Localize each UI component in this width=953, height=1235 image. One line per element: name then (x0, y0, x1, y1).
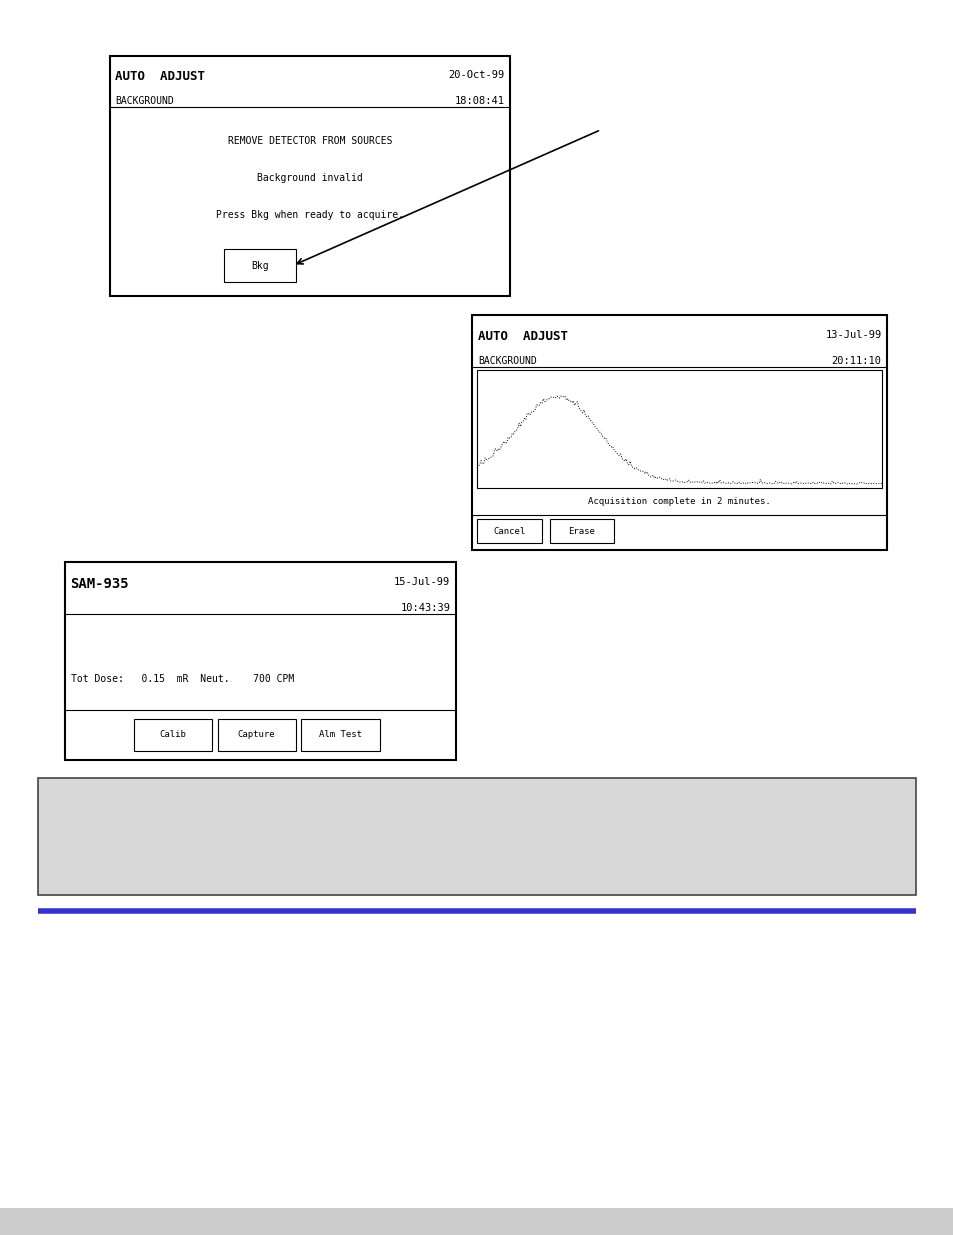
Text: BACKGROUND: BACKGROUND (115, 96, 174, 106)
Text: Press Bkg when ready to acquire.: Press Bkg when ready to acquire. (215, 210, 404, 220)
Text: 20:11:10: 20:11:10 (831, 356, 881, 366)
FancyBboxPatch shape (476, 519, 541, 543)
FancyBboxPatch shape (224, 249, 295, 282)
Text: AUTO  ADJUST: AUTO ADJUST (115, 70, 205, 84)
Text: Bkg: Bkg (251, 261, 269, 270)
Text: Background invalid: Background invalid (257, 173, 362, 183)
Text: 15-Jul-99: 15-Jul-99 (394, 577, 450, 587)
Text: REMOVE DETECTOR FROM SOURCES: REMOVE DETECTOR FROM SOURCES (228, 136, 392, 146)
Text: 10:43:39: 10:43:39 (400, 603, 450, 613)
Text: 20-Oct-99: 20-Oct-99 (448, 70, 504, 80)
Text: 13-Jul-99: 13-Jul-99 (824, 330, 881, 340)
Text: Tot Dose:   0.15  mR  Neut.    700 CPM: Tot Dose: 0.15 mR Neut. 700 CPM (71, 674, 294, 684)
Text: Acquisition complete in 2 minutes.: Acquisition complete in 2 minutes. (588, 496, 770, 506)
Text: 18:08:41: 18:08:41 (455, 96, 504, 106)
FancyBboxPatch shape (133, 719, 212, 751)
FancyBboxPatch shape (38, 778, 915, 895)
Text: Cancel: Cancel (493, 526, 525, 536)
FancyBboxPatch shape (476, 370, 882, 488)
FancyBboxPatch shape (301, 719, 379, 751)
Text: Erase: Erase (568, 526, 595, 536)
Text: AUTO  ADJUST: AUTO ADJUST (477, 330, 567, 343)
Text: SAM-935: SAM-935 (71, 577, 129, 590)
FancyBboxPatch shape (472, 315, 886, 550)
Text: Calib: Calib (159, 730, 186, 740)
FancyBboxPatch shape (217, 719, 295, 751)
Text: Alm Test: Alm Test (318, 730, 362, 740)
FancyBboxPatch shape (110, 56, 510, 296)
Text: BACKGROUND: BACKGROUND (477, 356, 537, 366)
Text: Capture: Capture (237, 730, 275, 740)
FancyBboxPatch shape (549, 519, 614, 543)
FancyBboxPatch shape (0, 1208, 953, 1235)
FancyBboxPatch shape (65, 562, 456, 760)
